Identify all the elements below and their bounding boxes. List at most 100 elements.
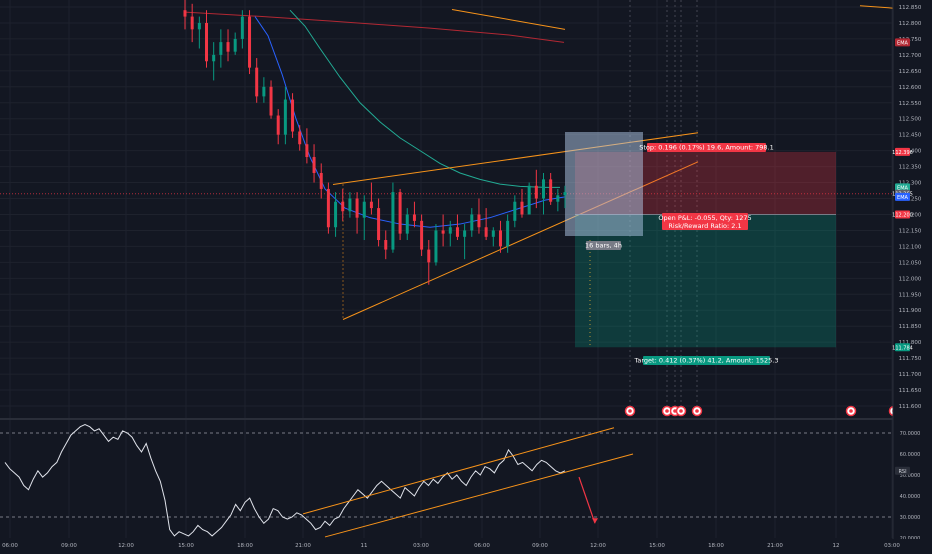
price-badge-bg — [895, 192, 910, 201]
candle — [334, 192, 338, 237]
candle — [470, 208, 474, 237]
price-tick-label: 112.550 — [899, 101, 922, 107]
candle-body — [520, 201, 524, 215]
target-label-bg — [643, 356, 770, 365]
price-tick-label: 111.650 — [899, 388, 922, 394]
price-badge[interactable]: 111.784 — [892, 343, 913, 352]
candle — [463, 224, 467, 260]
candle — [534, 169, 538, 209]
price-badge[interactable]: EMA — [895, 38, 910, 47]
rsi-badge[interactable]: RSI — [895, 466, 910, 475]
ema-line — [254, 16, 566, 228]
price-tick-label: 112.850 — [899, 5, 922, 11]
candlestick-series — [183, 0, 567, 285]
price-tick-label: 112.450 — [899, 133, 922, 139]
time-tick-label: 11 — [361, 543, 368, 549]
candle — [255, 58, 259, 103]
event-marker-icon[interactable] — [845, 405, 857, 417]
candle — [491, 227, 495, 247]
rsi-channel-line[interactable] — [324, 453, 634, 538]
trendline[interactable] — [451, 9, 566, 30]
bar-range-label[interactable]: 16 bars, 4h — [585, 241, 622, 250]
price-tick-label: 112.250 — [899, 197, 922, 203]
time-tick-label: 15:00 — [178, 543, 194, 549]
event-marker-dot — [695, 409, 699, 413]
rsi-arrow-shaft[interactable] — [578, 476, 596, 524]
candle-body — [427, 249, 431, 263]
candle-body — [513, 201, 517, 221]
time-axis[interactable]: 06:00 09:00 12:00 15:00 18:00 21:00 11 03:00 06:… — [0, 539, 932, 550]
candle-body — [420, 220, 424, 250]
price-tick-label: 112.000 — [899, 276, 922, 282]
candle-body — [298, 131, 302, 145]
candle — [212, 42, 216, 81]
candle-body — [384, 240, 388, 250]
candle — [441, 214, 445, 247]
price-range-box[interactable] — [565, 132, 643, 236]
time-tick-label: 12:00 — [590, 543, 606, 549]
candle — [506, 214, 510, 253]
candle-body — [398, 192, 402, 234]
rsi-channel-line[interactable] — [302, 427, 615, 515]
candle — [434, 224, 438, 266]
candle-body — [248, 16, 252, 68]
price-badge[interactable]: EMA — [895, 192, 910, 201]
candle-body — [319, 172, 323, 189]
rsi-line — [4, 424, 566, 537]
price-tick-label: 112.600 — [899, 85, 922, 91]
price-tick-label: 112.700 — [899, 53, 922, 59]
rsi-badge-bg — [895, 466, 910, 475]
candle-body — [183, 10, 187, 17]
price-tick-label: 111.950 — [899, 292, 922, 298]
price-axis[interactable]: 112.850 112.800 112.750 112.700 112.650 112.6… — [892, 0, 932, 550]
stop-label[interactable]: Stop: 0.196 (0.17%) 19.6, Amount: 798.1 — [639, 143, 774, 152]
price-badge[interactable]: EMA — [895, 183, 910, 192]
price-badge-text: EMA — [897, 195, 908, 201]
candle-body — [484, 227, 488, 237]
ema-line — [289, 9, 560, 188]
candle — [312, 144, 316, 183]
target-label-text: Target: 0.412 (0.37%) 41.2, Amount: 1525… — [634, 357, 779, 365]
candle — [305, 128, 309, 164]
candle — [362, 195, 366, 241]
candle — [326, 182, 330, 234]
event-marker-icon[interactable] — [624, 405, 636, 417]
candle-body — [255, 67, 259, 97]
candle-body — [498, 230, 502, 247]
price-badge[interactable]: 112.200 — [892, 210, 913, 219]
candle — [276, 109, 280, 145]
time-tick-label: 12:00 — [118, 543, 134, 549]
time-tick-label: 21:00 — [295, 543, 311, 549]
price-tick-label: 111.800 — [899, 340, 922, 346]
candle — [348, 192, 352, 218]
candle — [477, 198, 481, 234]
candle — [448, 220, 452, 247]
candle — [520, 188, 524, 218]
time-tick-label: 12 — [833, 543, 840, 549]
candle — [240, 10, 244, 49]
candle-body — [455, 227, 459, 237]
price-badge-text: EMA — [897, 40, 908, 46]
event-marker-dot — [665, 409, 669, 413]
price-badge[interactable]: 112.396 — [892, 147, 913, 156]
candle — [183, 0, 187, 30]
time-tick-label: 21:00 — [767, 543, 783, 549]
candle-body — [405, 214, 409, 234]
price-badge-bg — [895, 210, 910, 219]
event-marker-dot — [679, 409, 683, 413]
price-badge-text: 112.200 — [892, 212, 913, 218]
time-tick-label: 18:00 — [237, 543, 253, 549]
price-badge-text: 111.784 — [892, 345, 913, 351]
position-tool[interactable]: Stop: 0.196 (0.17%) 19.6, Amount: 798.1 O… — [565, 132, 836, 365]
candle — [219, 29, 223, 68]
event-marker-icon[interactable] — [675, 405, 687, 417]
target-label[interactable]: Target: 0.412 (0.37%) 41.2, Amount: 1525… — [634, 356, 779, 365]
event-marker-icon[interactable] — [691, 405, 703, 417]
candle-body — [326, 188, 330, 228]
candle-body — [362, 201, 366, 218]
take-profit-zone[interactable] — [575, 214, 836, 348]
